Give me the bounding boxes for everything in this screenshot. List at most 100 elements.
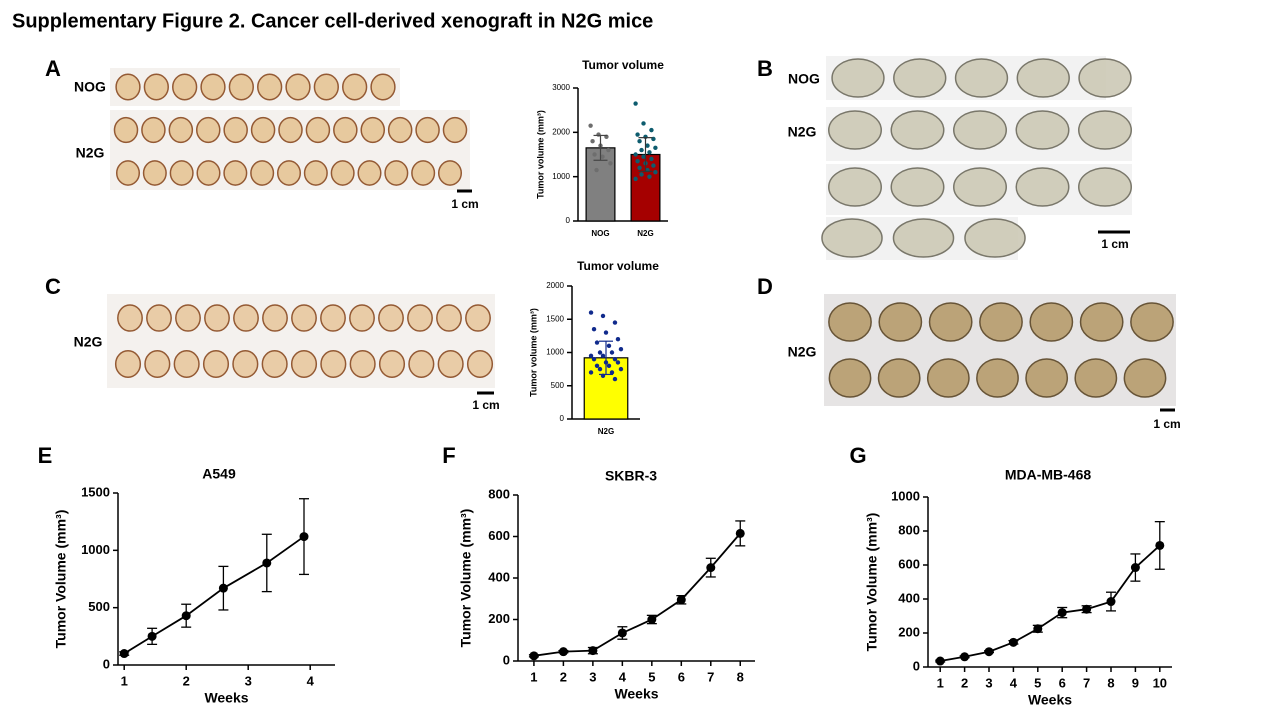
specimen <box>349 304 375 332</box>
specimen <box>200 73 226 101</box>
data-point <box>609 350 615 355</box>
specimen <box>232 350 259 378</box>
specimen <box>1123 358 1167 398</box>
specimen <box>114 350 142 378</box>
row-label: NOG <box>74 79 106 95</box>
data-point <box>609 370 615 375</box>
specimen <box>223 160 248 186</box>
data-point <box>735 528 745 538</box>
chart-title: Tumor volume <box>577 259 659 273</box>
chart-title: MDA-MB-468 <box>1005 467 1092 483</box>
data-point <box>635 132 640 137</box>
y-tick-label: 600 <box>898 556 920 571</box>
y-tick-label: 600 <box>488 528 510 543</box>
x-tick-label: 9 <box>1132 675 1139 690</box>
specimen <box>1079 302 1124 342</box>
y-tick-label: 2000 <box>546 281 564 290</box>
y-tick-label: 0 <box>503 652 510 667</box>
specimen <box>1074 358 1118 398</box>
x-tick-label: 8 <box>1107 675 1114 690</box>
specimen <box>143 73 169 101</box>
data-point <box>594 340 600 345</box>
x-tick-label: 2 <box>961 675 968 690</box>
y-tick-label: 0 <box>103 656 110 671</box>
y-tick-label: 800 <box>898 522 920 537</box>
specimen <box>828 302 872 342</box>
specimen <box>979 302 1023 342</box>
x-tick-label: 10 <box>1153 675 1167 690</box>
specimen <box>415 116 440 144</box>
data-point <box>617 628 627 638</box>
y-tick-label: 500 <box>551 381 565 390</box>
data-point <box>600 154 605 159</box>
y-axis-label: Tumor Volume (mm³) <box>53 510 69 649</box>
specimen <box>285 73 311 101</box>
specimen <box>330 160 355 186</box>
data-point <box>600 313 606 319</box>
specimen <box>890 110 945 150</box>
specimen <box>828 167 882 207</box>
y-tick-label: 400 <box>488 569 510 584</box>
specimen <box>407 304 433 332</box>
specimen <box>893 58 947 98</box>
data-point <box>612 376 618 382</box>
specimen <box>1078 58 1132 98</box>
x-tick-label: N2G <box>637 229 653 238</box>
data-point <box>1130 563 1140 573</box>
y-axis-label: Tumor volume (mm³) <box>535 110 545 199</box>
specimen <box>115 73 141 101</box>
specimen <box>465 304 491 332</box>
y-tick-label: 800 <box>488 486 510 501</box>
x-tick-label: 3 <box>985 675 992 690</box>
line <box>123 535 305 655</box>
data-point <box>590 139 595 144</box>
data-point <box>588 353 594 359</box>
data-point <box>641 121 646 126</box>
y-tick-label: 1000 <box>891 488 920 503</box>
data-point <box>645 143 650 148</box>
specimen <box>1078 110 1132 150</box>
x-tick-label: 1 <box>937 675 944 690</box>
data-point <box>119 649 129 659</box>
data-point <box>615 337 621 342</box>
x-tick-label: 3 <box>245 673 252 688</box>
specimen <box>387 116 413 144</box>
data-point <box>615 360 621 365</box>
data-point <box>649 127 654 133</box>
data-point <box>1008 637 1018 647</box>
data-point <box>960 652 970 662</box>
data-point <box>606 147 611 153</box>
data-point <box>618 366 624 372</box>
specimen <box>291 304 317 332</box>
data-point <box>653 145 658 151</box>
specimen <box>333 116 358 144</box>
row-label: N2G <box>788 344 817 360</box>
data-point <box>1155 540 1165 550</box>
specimen <box>360 116 386 144</box>
data-point <box>588 123 593 128</box>
data-point <box>597 366 603 372</box>
specimen <box>342 73 368 101</box>
row-label: N2G <box>788 124 817 140</box>
specimen <box>357 160 382 186</box>
y-tick-label: 1000 <box>81 542 110 557</box>
y-tick-label: 1000 <box>552 172 570 181</box>
specimen <box>146 304 172 332</box>
specimen <box>370 73 396 101</box>
data-point <box>647 615 657 624</box>
data-point <box>647 150 652 155</box>
specimen <box>953 110 1007 150</box>
specimen <box>223 116 248 144</box>
x-tick-label: 5 <box>1034 675 1041 690</box>
data-point <box>591 356 597 362</box>
y-axis-label: Tumor volume (mm³) <box>528 308 538 397</box>
data-point <box>633 176 638 182</box>
x-tick-label: 6 <box>678 669 685 684</box>
x-tick-label: NOG <box>591 229 609 238</box>
specimen <box>305 116 331 144</box>
scale-label: 1 cm <box>1101 237 1128 251</box>
specimen <box>278 116 303 144</box>
specimen <box>290 350 318 378</box>
specimen <box>169 160 194 186</box>
row-label: N2G <box>76 145 105 161</box>
